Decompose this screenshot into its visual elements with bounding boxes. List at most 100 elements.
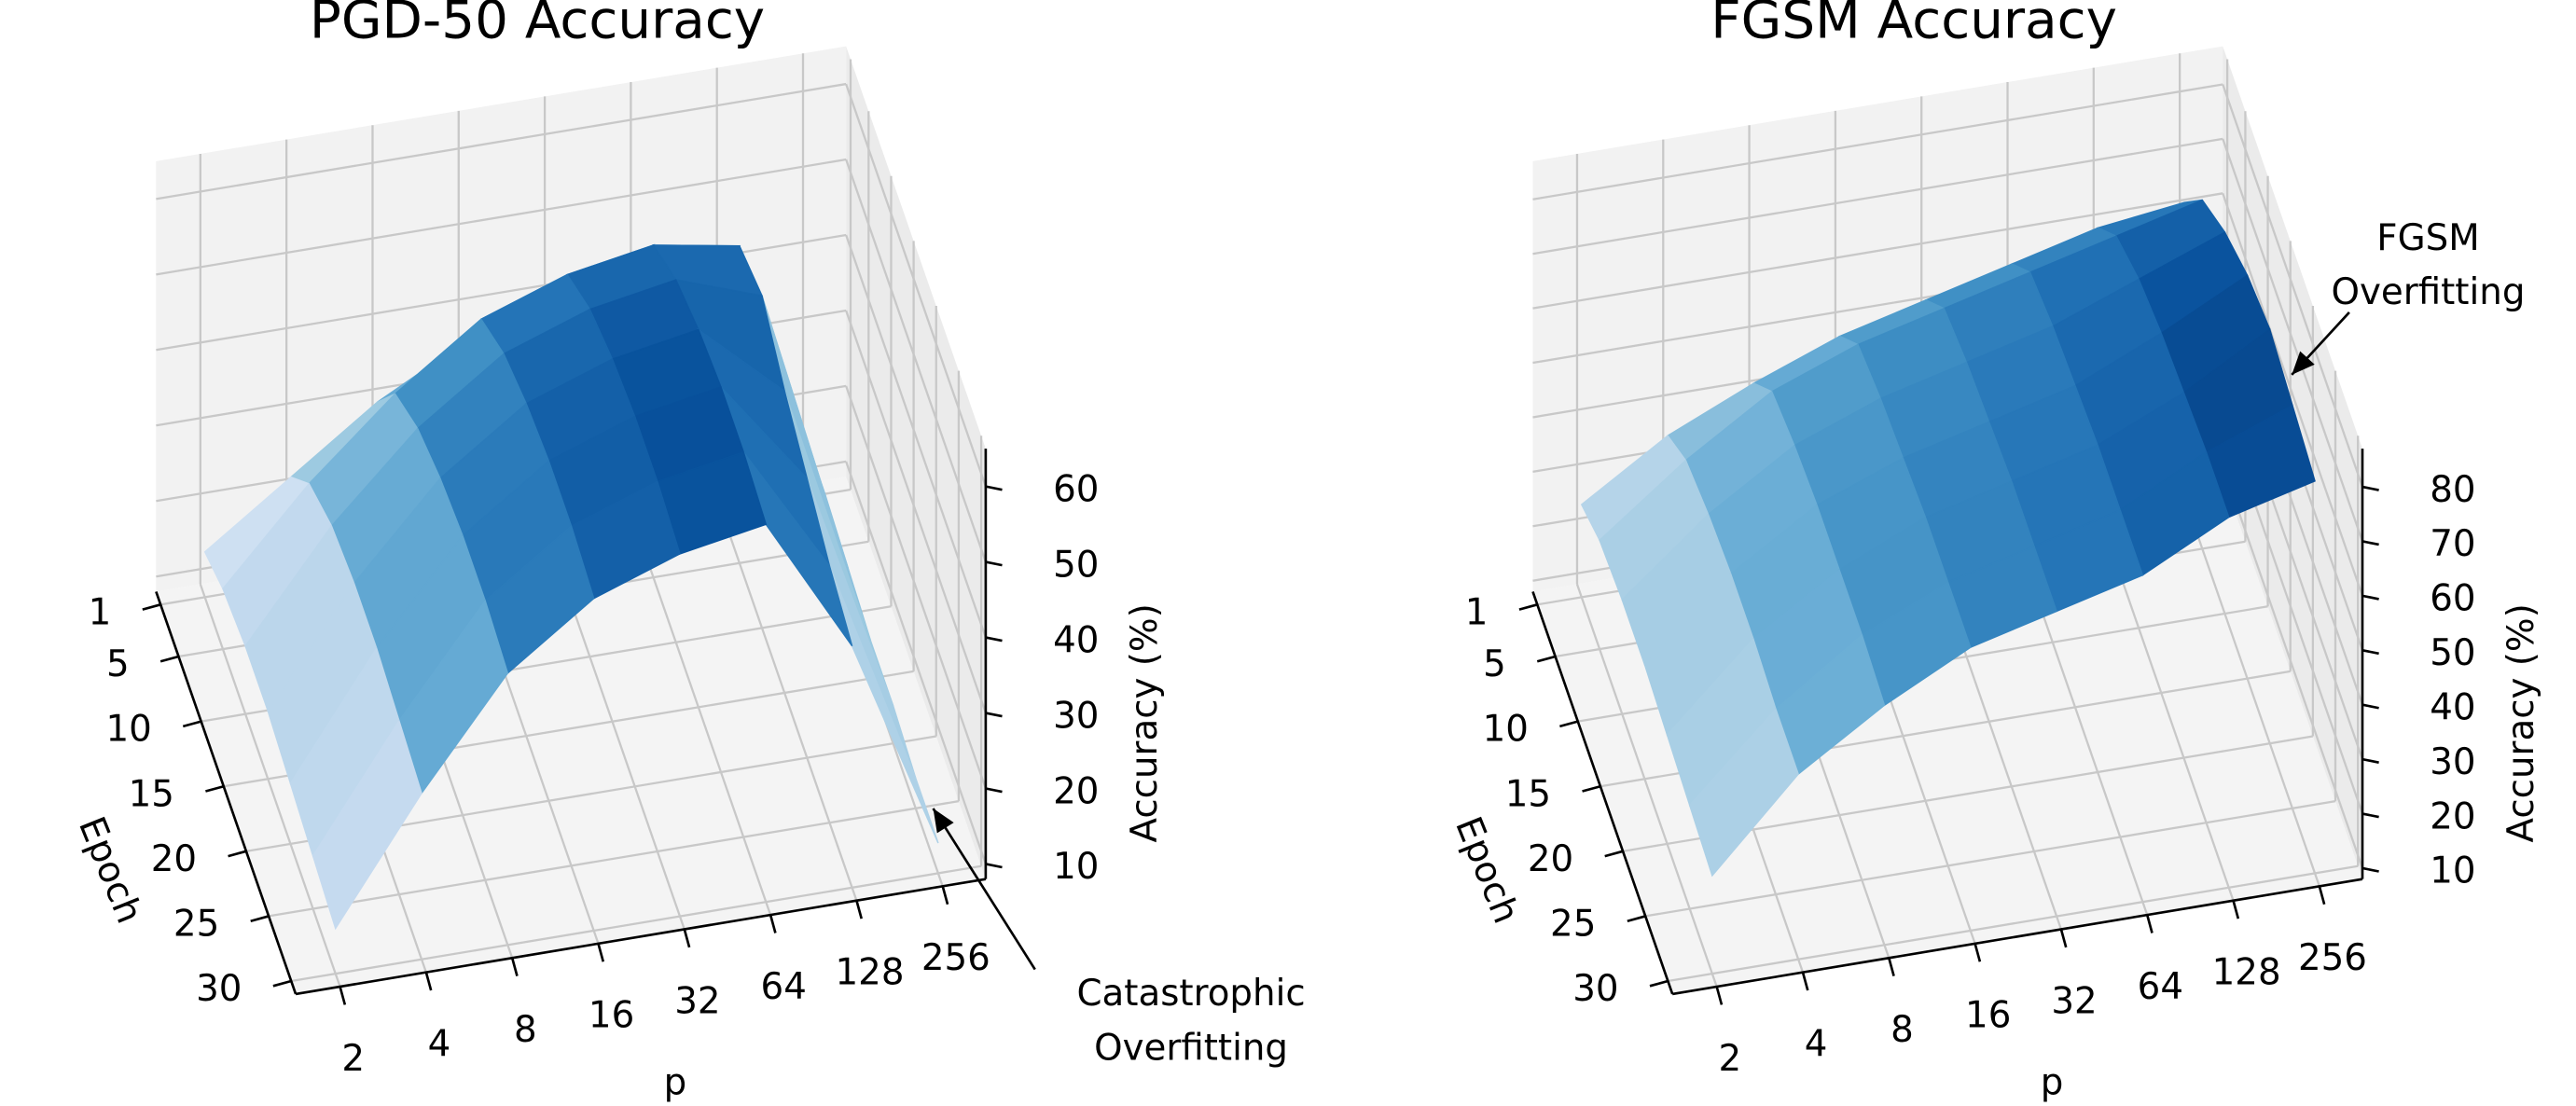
tick-mark <box>985 712 1003 718</box>
y-tick-label: 15 <box>129 773 174 815</box>
y-tick-label: 5 <box>1483 643 1506 685</box>
z-tick-label: 10 <box>1053 846 1099 888</box>
tick-mark <box>510 957 519 976</box>
z-tick-label: 30 <box>2430 741 2475 783</box>
grid-line <box>845 83 987 488</box>
tick-mark <box>159 655 179 663</box>
epoch-axis <box>1531 590 1674 995</box>
grid-line <box>845 310 987 713</box>
y-tick-label: 1 <box>1465 591 1489 633</box>
z-tick-label: 20 <box>2430 795 2475 837</box>
p-axis <box>1671 878 2363 996</box>
surface-patch <box>1688 708 1799 878</box>
tick-mark <box>2361 648 2379 656</box>
x-tick-label: 128 <box>836 951 905 993</box>
z-tick-label: 80 <box>2430 469 2475 511</box>
x-tick-label: 32 <box>674 980 720 1022</box>
tick-mark <box>2361 757 2379 764</box>
tick-mark <box>182 720 201 728</box>
x-axis-label: p <box>664 1061 687 1103</box>
z-tick-label: 10 <box>2430 850 2475 892</box>
y-tick-label: 1 <box>89 591 112 633</box>
tick-mark <box>2361 812 2379 819</box>
tick-mark <box>228 850 247 858</box>
grid-line <box>2222 192 2364 597</box>
grid-line <box>1532 137 2223 256</box>
x-tick-label: 4 <box>1805 1023 1828 1065</box>
grid-line <box>845 385 987 789</box>
grid-line <box>1532 192 2223 310</box>
x-tick-label: 256 <box>2298 937 2367 979</box>
tick-mark <box>985 863 1003 869</box>
tick-mark <box>1715 986 1724 1005</box>
grid-line <box>715 497 858 902</box>
grid-line <box>2222 138 2364 542</box>
z-axis-label: Accuracy (%) <box>2500 603 2542 842</box>
z-axis-label: Accuracy (%) <box>1124 603 1166 842</box>
x-axis-label: p <box>2041 1061 2064 1103</box>
x-tick-label: 16 <box>589 995 634 1037</box>
annotation-text: FGSM <box>2376 217 2479 259</box>
tick-mark <box>1888 957 1895 976</box>
tick-mark <box>1649 979 1669 988</box>
x-tick-label: 2 <box>1718 1038 1741 1080</box>
x-tick-label: 32 <box>2051 980 2097 1022</box>
z-tick-label: 40 <box>2430 686 2475 728</box>
tick-mark <box>1582 784 1601 793</box>
annotation-arrow <box>932 808 1036 971</box>
tick-mark <box>597 943 605 962</box>
y-tick-label: 30 <box>1572 968 1618 1010</box>
x-tick-label: 64 <box>761 966 807 1008</box>
x-tick-label: 256 <box>921 937 990 979</box>
tick-mark <box>1559 720 1579 728</box>
side-pane <box>846 46 986 879</box>
grid-line <box>156 82 847 200</box>
grid-line <box>2222 84 2364 488</box>
epoch-axis <box>155 590 298 995</box>
tick-mark <box>683 929 691 948</box>
tick-mark <box>2361 594 2379 601</box>
tick-mark <box>1801 972 1809 991</box>
grid-line <box>845 461 987 864</box>
z-tick-label: 30 <box>1053 695 1099 737</box>
tick-mark <box>985 636 1003 643</box>
tick-mark <box>205 784 225 793</box>
y-axis-label: Epoch <box>1447 811 1527 930</box>
z-tick-label: 70 <box>2430 523 2475 565</box>
tick-mark <box>985 560 1003 567</box>
grid-line <box>845 234 987 638</box>
x-tick-label: 64 <box>2138 966 2183 1008</box>
grid-line <box>2179 483 2320 887</box>
grid-line <box>291 864 982 983</box>
chart-title: FGSM Accuracy <box>1710 0 2117 51</box>
z-tick-label: 20 <box>1053 770 1099 812</box>
grid-line <box>268 799 960 918</box>
z-tick-label: 50 <box>2430 632 2475 674</box>
y-tick-label: 25 <box>1550 903 1596 945</box>
y-tick-label: 25 <box>173 903 219 945</box>
y-tick-label: 15 <box>1505 773 1551 815</box>
tick-mark <box>2361 540 2379 546</box>
x-tick-label: 128 <box>2212 951 2281 993</box>
z-tick-label: 60 <box>2430 578 2475 620</box>
z-tick-label: 60 <box>1053 468 1099 510</box>
tick-mark <box>272 979 292 988</box>
grid-line <box>156 158 847 276</box>
grid-line <box>1645 799 2336 918</box>
tick-mark <box>1518 603 1538 611</box>
grid-line <box>1575 584 1718 988</box>
chart-title: PGD-50 Accuracy <box>310 0 765 51</box>
tick-mark <box>855 900 863 919</box>
grid-line <box>2222 465 2364 869</box>
y-tick-label: 30 <box>196 968 242 1010</box>
x-tick-label: 8 <box>514 1009 537 1051</box>
annotation-text: Overfitting <box>2332 271 2526 313</box>
grid-line <box>1532 83 2223 200</box>
x-tick-label: 4 <box>428 1023 451 1065</box>
annotation-arrowhead <box>933 808 954 834</box>
tick-mark <box>1974 943 1982 962</box>
y-tick-label: 20 <box>151 838 197 880</box>
grid-line <box>199 584 341 988</box>
